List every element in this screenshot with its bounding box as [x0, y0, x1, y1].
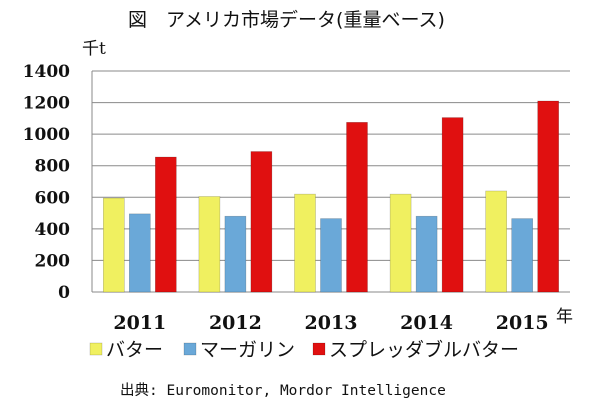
bar: [346, 122, 368, 293]
y-tick-label: 1200: [23, 94, 70, 114]
legend-label: マーガリン: [200, 339, 295, 361]
x-category-label: 2013: [305, 312, 358, 334]
y-tick-label: 1000: [23, 125, 70, 145]
x-category-label: 2012: [209, 312, 262, 334]
bars: [103, 100, 560, 293]
x-category-label: 2015: [496, 312, 549, 334]
source-note: 出典: Euromonitor, Mordor Intelligence: [120, 382, 446, 399]
chart-title: 図 アメリカ市場データ(重量ベース): [128, 9, 445, 31]
bar: [224, 215, 247, 293]
bar: [511, 218, 534, 293]
bar: [389, 193, 412, 293]
y-tick-label: 200: [35, 251, 71, 271]
y-tick-label: 800: [35, 157, 71, 177]
bar: [198, 196, 221, 293]
y-axis-tick-labels: 0 200 400 600 800 1000 1200 1400: [23, 62, 70, 303]
legend-label: スプレッダブルバター: [329, 338, 519, 361]
bar: [415, 215, 438, 293]
bar: [129, 213, 151, 293]
y-axis-unit: 千t: [82, 39, 106, 59]
legend-label: バター: [106, 339, 163, 361]
y-tick-label: 600: [35, 188, 71, 208]
x-axis-category-labels: 2011 2012 2013 2014 2015: [113, 312, 548, 334]
y-tick-label: 400: [35, 220, 71, 240]
bar: [320, 218, 342, 293]
legend-swatch: [89, 342, 103, 356]
bar: [485, 190, 508, 293]
bar: [250, 151, 273, 293]
legend-swatch: [183, 342, 197, 356]
y-tick-label: 1400: [23, 62, 70, 82]
y-tick-label: 0: [58, 283, 70, 303]
bar: [155, 156, 177, 293]
bar: [294, 193, 316, 293]
bar: [103, 197, 125, 293]
x-axis-unit: 年: [556, 307, 573, 327]
bar: [537, 100, 560, 293]
x-category-label: 2014: [400, 312, 453, 334]
legend: バター マーガリン スプレッダブルバター: [89, 338, 519, 361]
bar: [441, 117, 464, 293]
legend-swatch: [312, 342, 326, 356]
x-category-label: 2011: [113, 312, 166, 334]
